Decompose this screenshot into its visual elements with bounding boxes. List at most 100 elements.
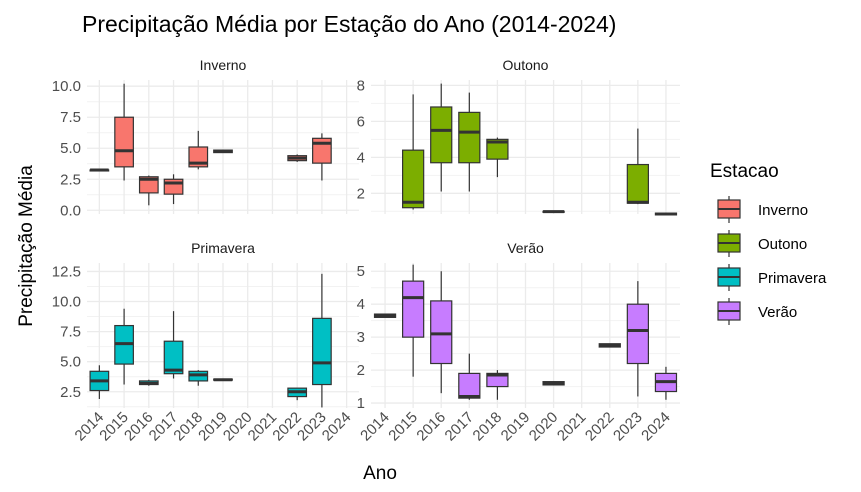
y-tick-label: 8 — [357, 77, 365, 94]
facet-verao: Verão12345201420152016201720182019202020… — [357, 240, 680, 444]
box-iqr — [402, 280, 425, 338]
box-outono-2018 — [486, 137, 509, 178]
y-tick-label: 2 — [357, 362, 365, 379]
x-tick-label: 2020 — [526, 409, 562, 445]
box-iqr — [312, 317, 332, 386]
facet-label-primavera: Primavera — [191, 240, 255, 256]
y-tick-label: 10.0 — [52, 78, 81, 95]
y-tick-label: 2.5 — [60, 384, 81, 401]
legend-item-primavera: Primavera — [717, 264, 827, 291]
y-tick-label: 7.5 — [60, 324, 81, 341]
y-tick-label: 5 — [357, 263, 365, 280]
y-tick-label: 4 — [357, 149, 365, 166]
box-primavera-2022 — [287, 387, 308, 401]
box-outono-2015 — [402, 94, 425, 210]
facet-outono: Outono 2 4 6 8 — [357, 57, 680, 216]
box-outono-2017 — [458, 92, 481, 192]
box-iqr — [138, 176, 159, 194]
y-tick-label: 5.0 — [60, 140, 81, 157]
x-tick-label: 2019 — [498, 409, 534, 445]
box-iqr — [486, 138, 509, 160]
x-tick-label: 2015 — [385, 409, 421, 445]
y-tick-label: 12.5 — [52, 263, 81, 280]
box-verao-2023 — [626, 281, 649, 397]
box-inverno-2014 — [89, 168, 110, 172]
legend: Estacao Inverno Outono Primavera Verão — [710, 161, 827, 325]
y-tick-label: 10.0 — [52, 294, 81, 311]
y-tick-label: 7.5 — [60, 109, 81, 126]
facet-label-verao: Verão — [507, 240, 544, 256]
box-verao-2017 — [458, 353, 481, 400]
x-tick-label: 2021 — [554, 409, 590, 445]
box-iqr — [626, 163, 649, 204]
box-inverno-2016 — [138, 175, 159, 206]
legend-title: Estacao — [710, 161, 779, 182]
x-tick-label: 2023 — [610, 409, 646, 445]
box-iqr — [114, 116, 134, 168]
box-inverno-2018 — [188, 130, 209, 170]
box-inverno-2022 — [287, 154, 308, 162]
box-verao-2022 — [598, 343, 621, 348]
legend-label: Outono — [758, 236, 807, 253]
box-outono-2016 — [430, 83, 453, 192]
y-axis-title: Precipitação Média — [16, 165, 37, 327]
box-inverno-2019 — [213, 149, 233, 154]
chart-title: Precipitação Média por Estação do Ano (2… — [82, 11, 616, 37]
x-tick-label: 2022 — [582, 409, 618, 445]
box-primavera-2014 — [89, 365, 110, 399]
legend-item-verao: Verão — [717, 298, 797, 325]
legend-label: Verão — [758, 304, 797, 321]
box-verao-2014 — [373, 313, 397, 318]
facet-primavera: Primavera2.55.07.510.012.520142015201620… — [52, 240, 359, 444]
facet-label-outono: Outono — [503, 57, 549, 73]
y-tick-label: 4 — [357, 296, 365, 313]
box-iqr — [486, 372, 509, 388]
box-iqr — [163, 340, 184, 375]
y-tick-label: 0.0 — [60, 202, 81, 219]
box-iqr — [626, 303, 649, 365]
legend-item-inverno: Inverno — [717, 196, 808, 223]
legend-label: Primavera — [758, 270, 827, 287]
facet-inverno: Inverno 0.0 2.5 5.0 7.5 10.0 — [52, 57, 359, 219]
x-tick-label: 2017 — [442, 409, 478, 445]
x-tick-label: 2016 — [413, 409, 449, 445]
box-outono-2020 — [542, 210, 565, 214]
box-inverno-2017 — [163, 174, 184, 205]
box-primavera-2018 — [188, 370, 209, 386]
box-verao-2020 — [542, 381, 565, 386]
x-tick-label: 2014 — [357, 409, 393, 445]
box-primavera-2023 — [312, 273, 332, 408]
box-iqr — [430, 300, 453, 365]
box-verao-2016 — [430, 271, 453, 394]
box-primavera-2015 — [114, 308, 134, 385]
facet-label-inverno: Inverno — [200, 57, 247, 73]
box-verao-2015 — [402, 264, 425, 377]
y-tick-label: 2 — [357, 185, 365, 202]
x-tick-label: 2024 — [638, 409, 674, 445]
box-verao-2018 — [486, 370, 509, 400]
x-tick-label: 2024 — [319, 409, 355, 445]
y-tick-label: 5.0 — [60, 354, 81, 371]
y-tick-label: 2.5 — [60, 171, 81, 188]
box-iqr — [458, 372, 481, 399]
box-outono-2024 — [654, 212, 678, 216]
y-tick-label: 6 — [357, 113, 365, 130]
box-primavera-2019 — [213, 378, 233, 382]
box-primavera-2016 — [138, 379, 159, 386]
box-iqr — [402, 149, 425, 209]
box-inverno-2023 — [312, 133, 332, 181]
facet-panels: Inverno 0.0 2.5 5.0 7.5 10.0 Outono 2 4 6 8 Primave… — [52, 57, 680, 444]
x-axis-title: Ano — [363, 463, 397, 484]
box-outono-2023 — [626, 128, 649, 205]
legend-label: Inverno — [758, 202, 808, 219]
legend-item-outono: Outono — [717, 230, 807, 257]
box-iqr — [458, 111, 481, 164]
box-verao-2024 — [654, 366, 678, 400]
y-tick-label: 1 — [357, 395, 365, 412]
box-inverno-2015 — [114, 83, 134, 181]
y-tick-label: 3 — [357, 329, 365, 346]
box-primavera-2017 — [163, 311, 184, 379]
x-tick-label: 2018 — [470, 409, 506, 445]
box-iqr — [430, 106, 453, 164]
